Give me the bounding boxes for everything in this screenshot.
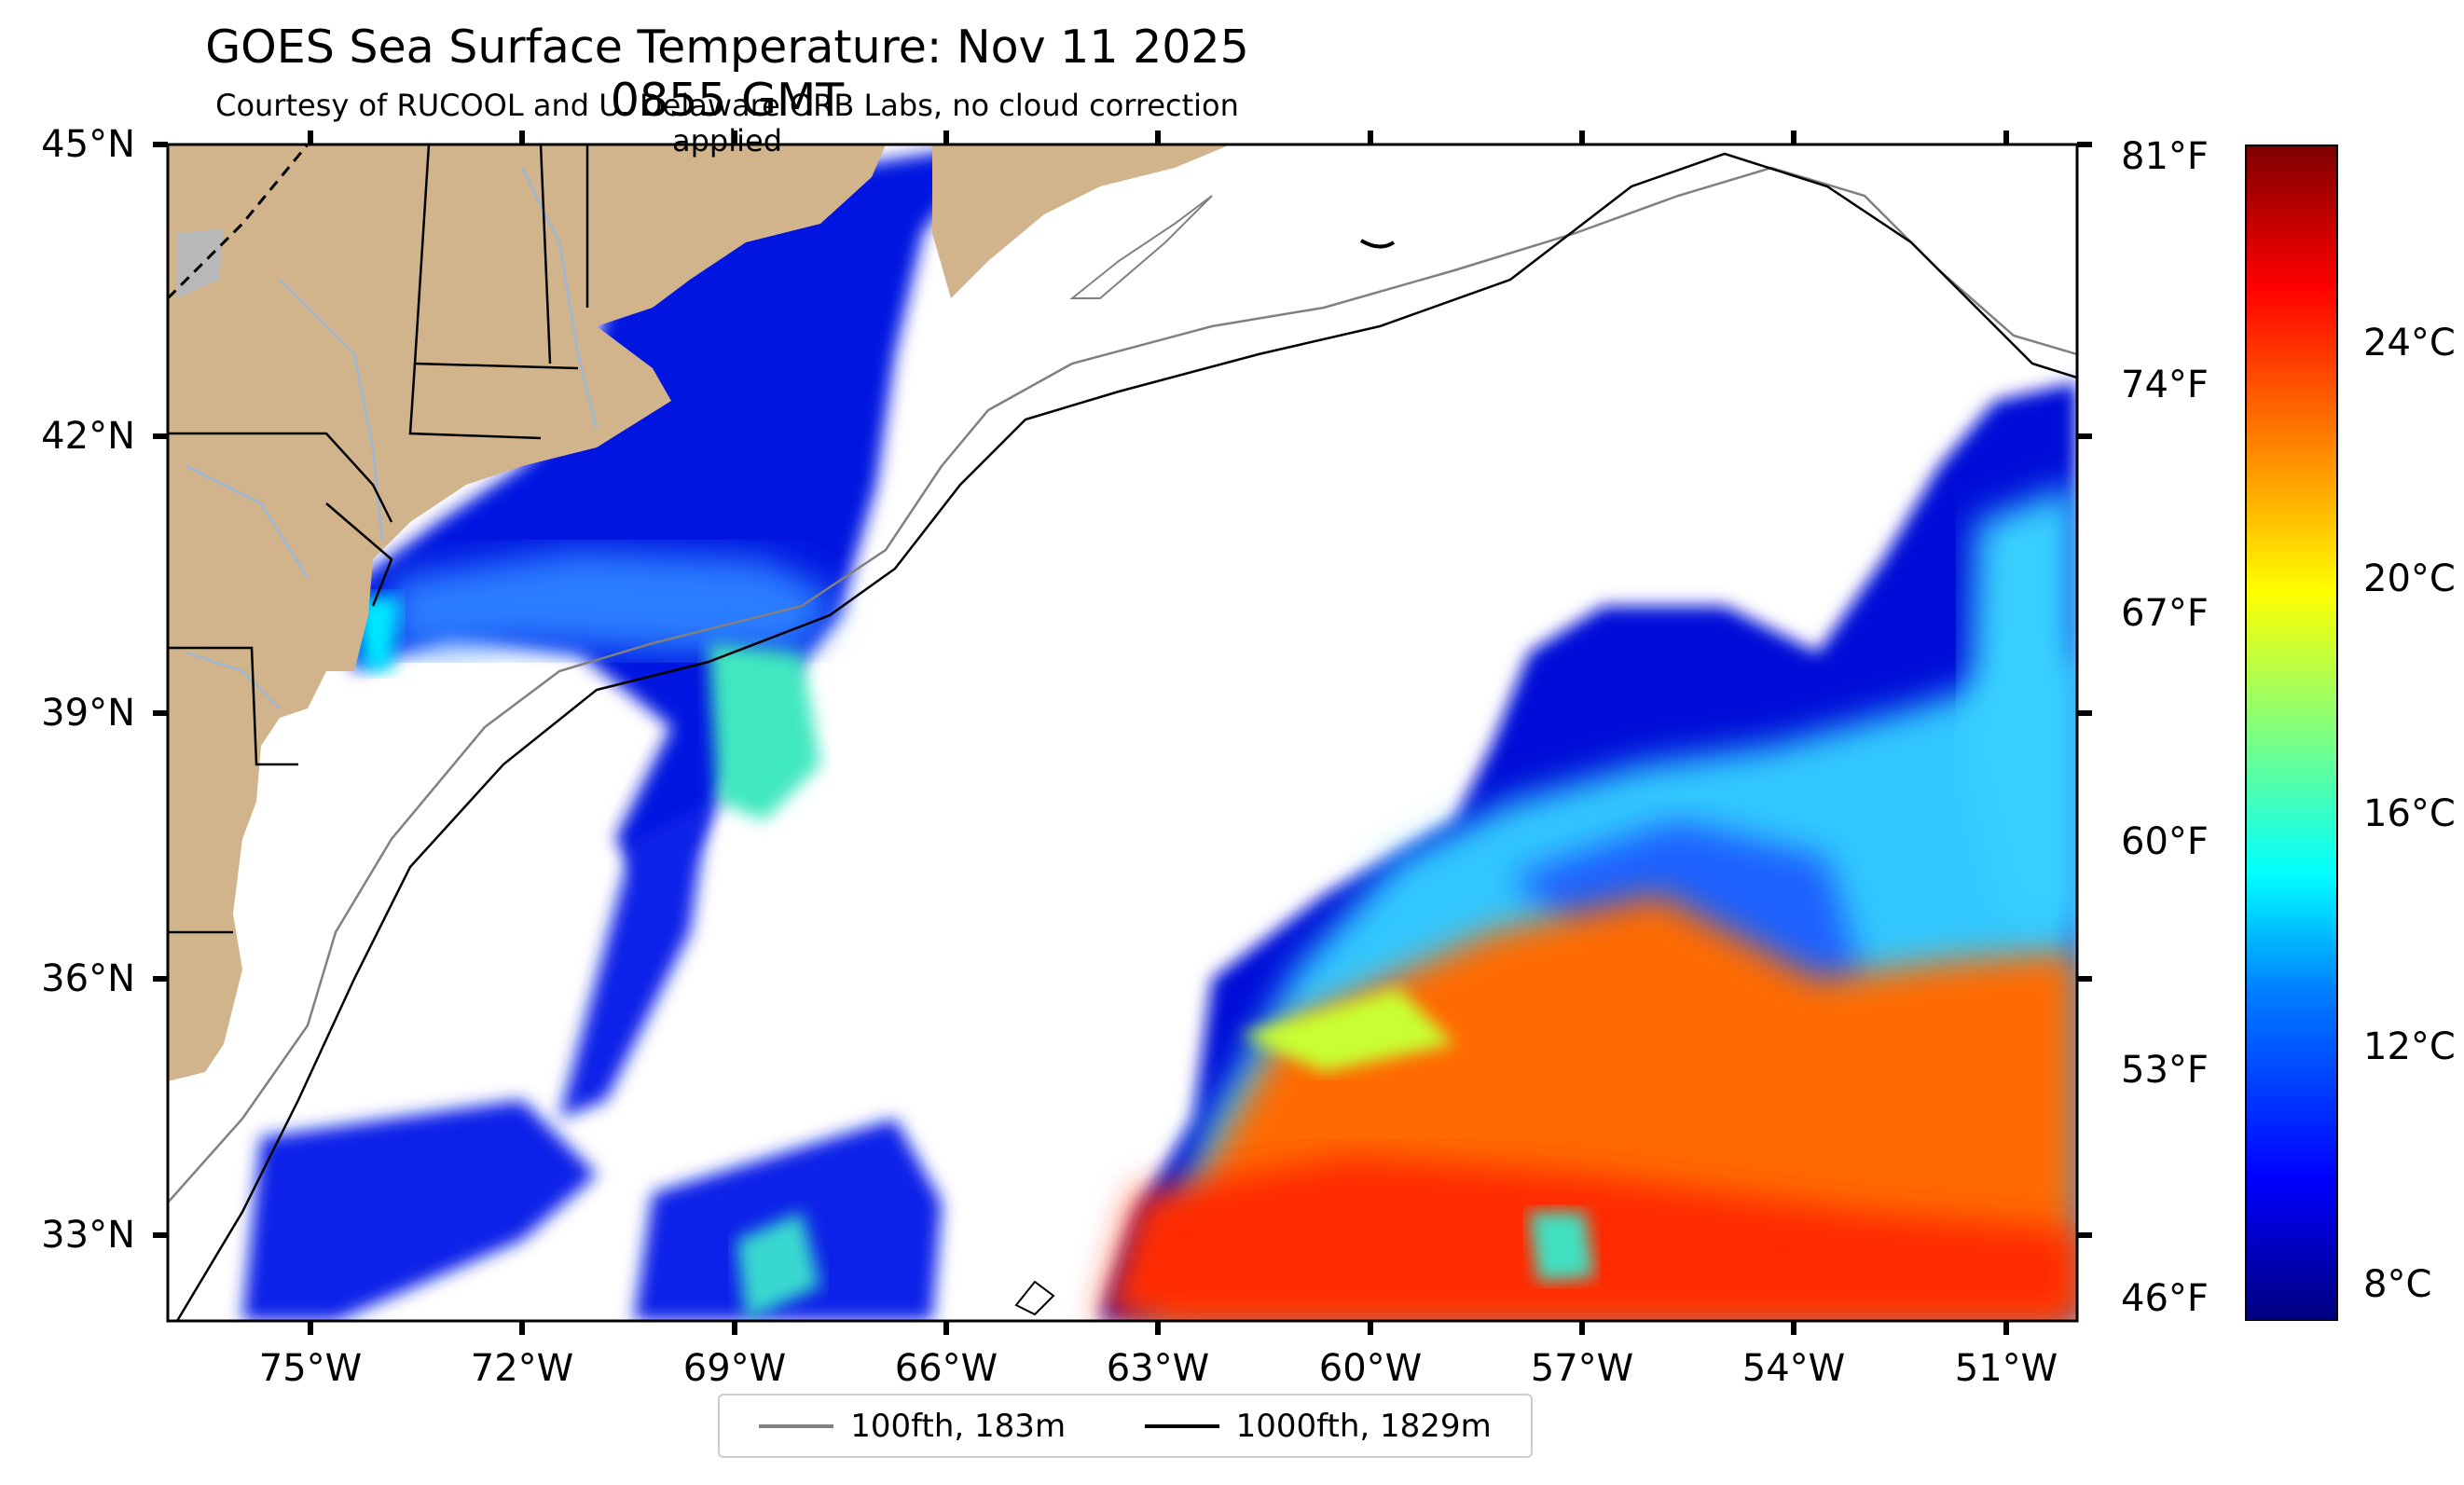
fahrenheit-tick-46: 46°F [2121,1277,2209,1320]
lake-champlain-region [177,228,224,298]
legend-swatch-100fth [759,1423,834,1428]
lon-label-72w: 72°W [470,1347,574,1390]
lon-label-57w: 57°W [1530,1347,1634,1390]
contour-100fth [168,166,2077,1203]
fahrenheit-tick-60: 60°F [2121,820,2209,863]
lon-label-63w: 63°W [1106,1347,1210,1390]
seamount-outline [1014,1280,1055,1316]
legend-item-1000fth: 1000fth, 1829m [1144,1407,1492,1445]
lat-label-39n: 39°N [41,692,135,735]
lon-label-51w: 51°W [1954,1347,2058,1390]
fahrenheit-tick-74: 74°F [2121,364,2209,406]
lon-label-75w: 75°W [258,1347,363,1390]
map-title: GOES Sea Surface Temperature: Nov 11 202… [205,21,1249,127]
map-frame [166,143,2079,1323]
temperature-colorbar [2245,144,2338,1321]
celsius-tick-20: 20°C [2363,557,2456,600]
legend-swatch-1000fth [1144,1423,1219,1428]
lat-label-33n: 33°N [41,1214,135,1257]
bermuda-outline [1359,239,1396,249]
major-ticks [153,131,2092,1335]
fahrenheit-tick-67: 67°F [2121,592,2209,635]
lon-label-66w: 66°W [894,1347,998,1390]
lat-label-36n: 36°N [41,957,135,1000]
sst-data [242,144,2077,1321]
land-nova-scotia [932,144,1231,298]
contour-legend: 100fth, 183m 1000fth, 1829m [718,1394,1533,1458]
map-subtitle: Courtesy of RUCOOL and U. Delaware ORB L… [215,88,1239,158]
sable-bank-outline [1069,195,1213,299]
celsius-tick-24: 24°C [2363,322,2456,364]
celsius-tick-8: 8°C [2363,1263,2432,1306]
fahrenheit-tick-53: 53°F [2121,1049,2209,1092]
lat-label-42n: 42°N [41,415,135,458]
celsius-tick-12: 12°C [2363,1025,2456,1068]
land-north-america [168,144,886,1081]
legend-item-100fth: 100fth, 183m [759,1408,1066,1445]
lon-label-60w: 60°W [1318,1347,1423,1390]
celsius-tick-16: 16°C [2363,792,2456,835]
lat-label-45n: 45°N [41,123,135,166]
lon-label-69w: 69°W [682,1347,787,1390]
legend-label-100fth: 100fth, 183m [850,1407,1067,1445]
canada-us-border [168,144,310,300]
lon-label-54w: 54°W [1741,1347,1846,1390]
fahrenheit-tick-81: 81°F [2121,135,2209,178]
contour-1000fth [175,152,2077,1321]
state-borders [168,144,589,934]
legend-label-1000fth: 1000fth, 1829m [1235,1407,1492,1445]
